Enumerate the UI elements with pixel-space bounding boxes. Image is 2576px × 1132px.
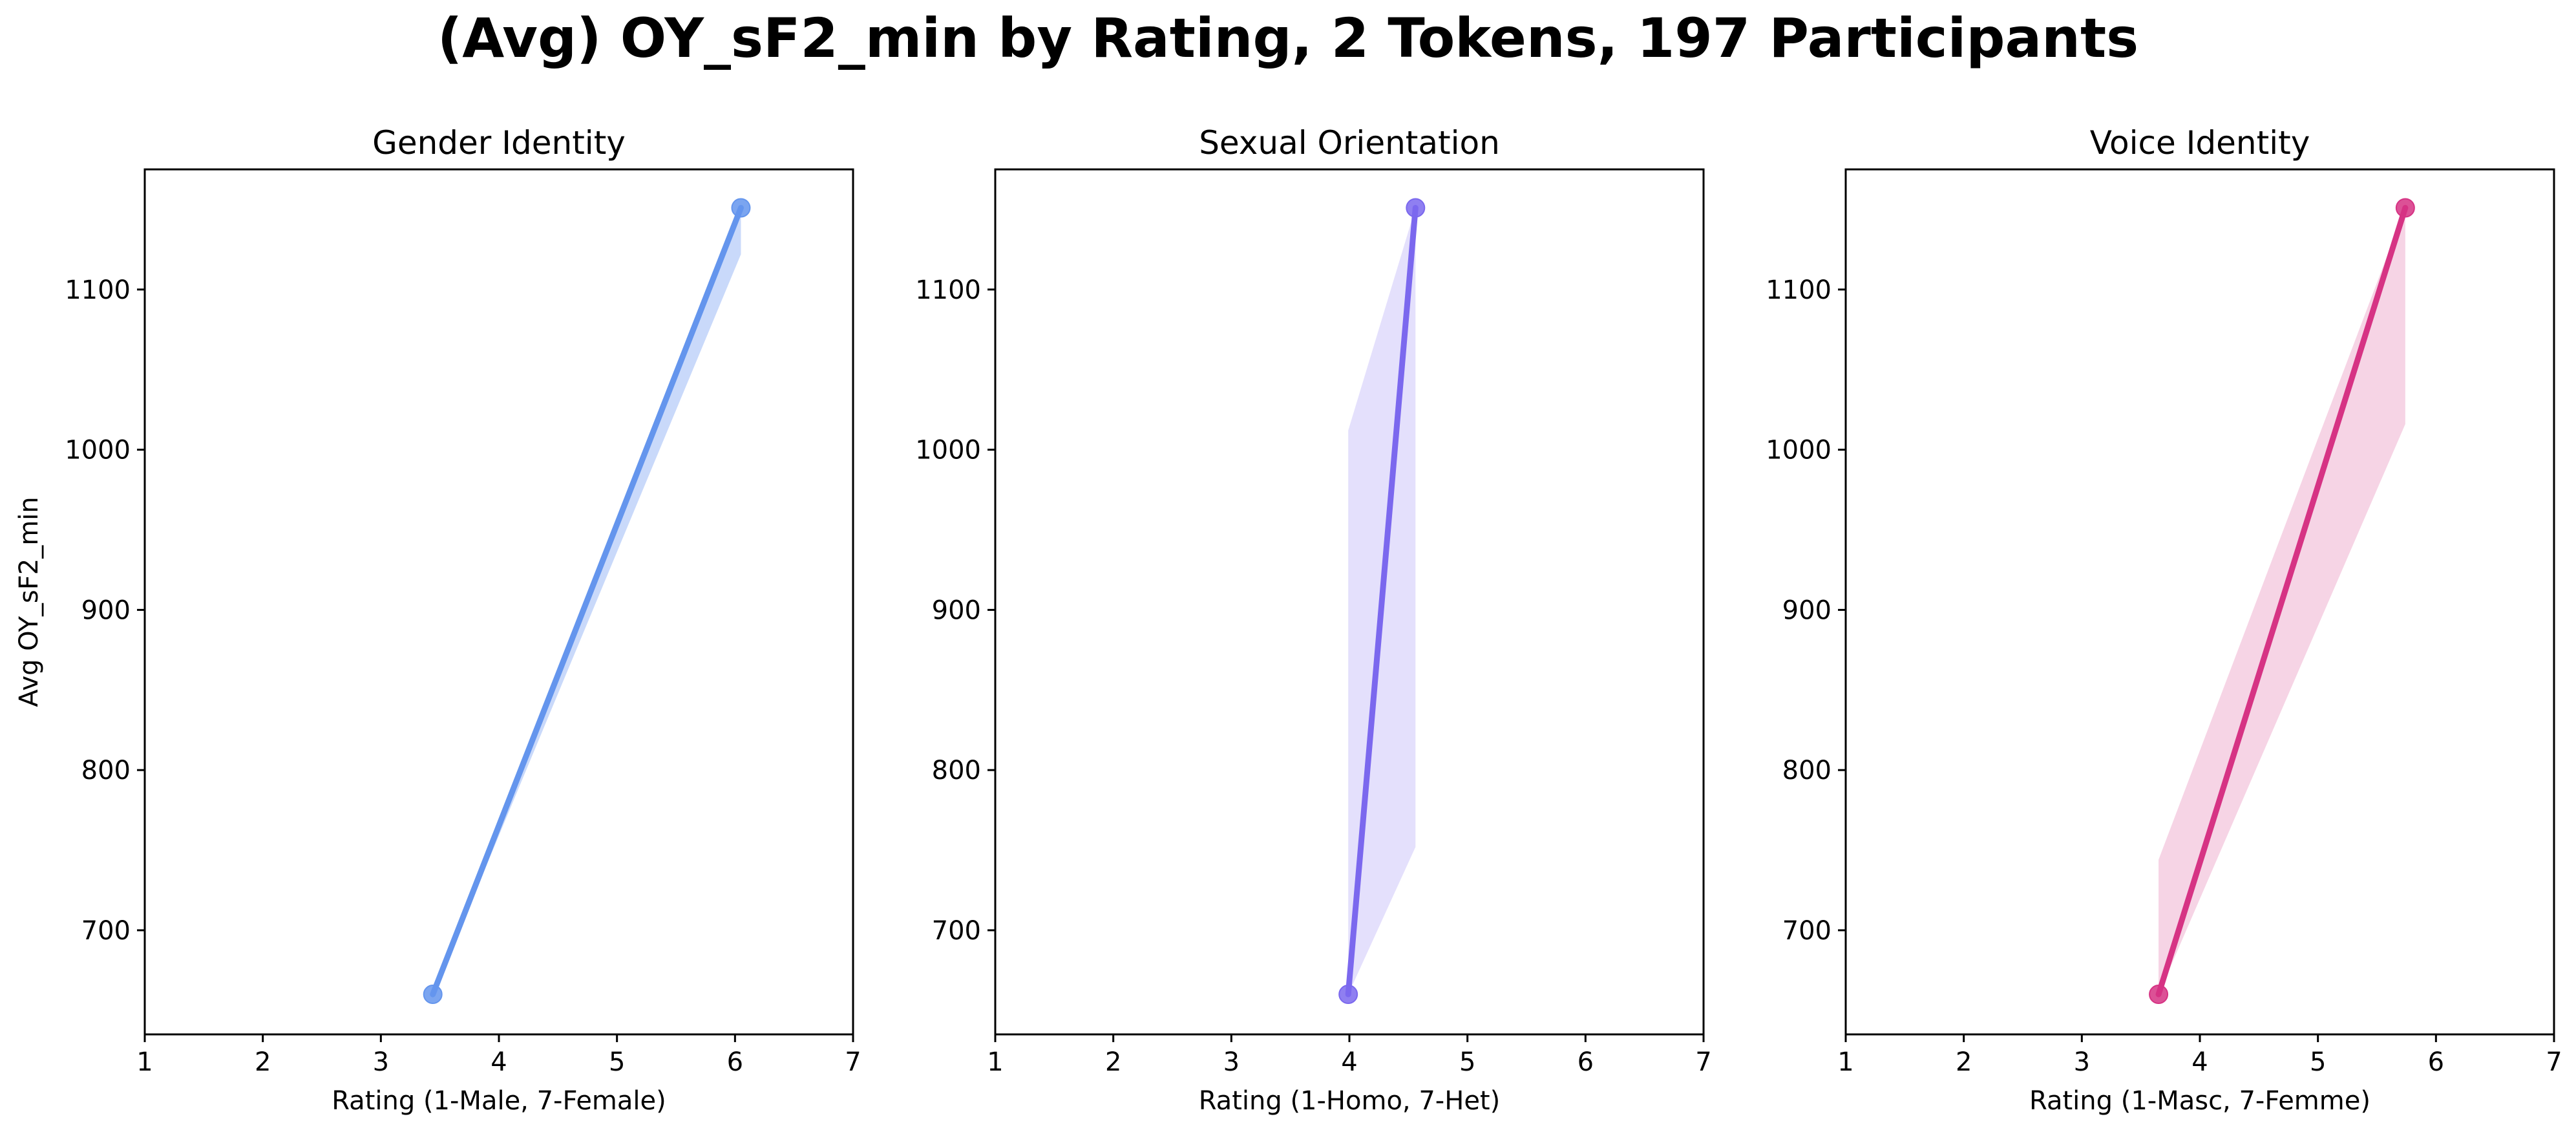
panel-1: 1 2 3 4 5 6 7 700 800 900 1000 1100 Gender Identity R… — [14, 124, 861, 1116]
x-tick-label: 7 — [2546, 1047, 2562, 1077]
x-tick-label: 1 — [987, 1047, 1003, 1077]
panel-title: Gender Identity — [372, 124, 626, 162]
y-tick-label: 700 — [1782, 916, 1832, 946]
x-tick-label: 4 — [491, 1047, 507, 1077]
x-axis-label: Rating (1-Homo, 7-Het) — [1199, 1086, 1500, 1116]
x-tick-label: 1 — [136, 1047, 153, 1077]
data-point — [2395, 198, 2415, 218]
x-tick-label: 3 — [1223, 1047, 1240, 1077]
y-tick-label: 1100 — [915, 275, 981, 305]
x-tick-label: 7 — [1695, 1047, 1711, 1077]
x-axis-label: Rating (1-Masc, 7-Femme) — [2029, 1086, 2370, 1116]
data-point — [423, 985, 443, 1005]
x-tick-label: 6 — [2428, 1047, 2444, 1077]
y-tick-label: 900 — [81, 595, 131, 625]
y-tick-label: 800 — [1782, 756, 1832, 785]
panel-title: Sexual Orientation — [1199, 124, 1500, 162]
x-tick-label: 4 — [1341, 1047, 1357, 1077]
x-tick-label: 4 — [2191, 1047, 2208, 1077]
y-tick-label: 900 — [932, 595, 981, 625]
x-tick-label: 3 — [373, 1047, 389, 1077]
y-tick-label: 700 — [81, 916, 131, 946]
x-tick-label: 5 — [1459, 1047, 1475, 1077]
x-tick-label: 1 — [1837, 1047, 1853, 1077]
y-tick-label: 1000 — [915, 436, 981, 465]
figure-title: (Avg) OY_sF2_min by Rating, 2 Tokens, 19… — [438, 6, 2138, 70]
y-tick-label: 1100 — [65, 275, 131, 305]
axes-frame — [143, 168, 854, 1036]
series-line — [1345, 204, 1419, 998]
y-tick-label: 1100 — [1766, 275, 1832, 305]
x-tick-label: 2 — [1105, 1047, 1121, 1077]
y-tick-label: 700 — [932, 916, 981, 946]
series-line — [430, 204, 744, 998]
x-tick-label: 5 — [2310, 1047, 2326, 1077]
x-tick-label: 2 — [255, 1047, 271, 1077]
data-point — [731, 198, 751, 218]
x-tick-label: 6 — [1578, 1047, 1594, 1077]
x-tick-label: 5 — [609, 1047, 625, 1077]
y-tick-label: 900 — [1782, 595, 1832, 625]
x-tick-label: 7 — [845, 1047, 861, 1077]
series-line — [2155, 204, 2409, 998]
axes-frame — [1844, 168, 2555, 1036]
data-point — [2149, 985, 2169, 1005]
y-tick-label: 1000 — [65, 436, 131, 465]
x-tick-label: 6 — [727, 1047, 743, 1077]
panel-3: 1 2 3 4 5 6 7 700 800 900 1000 1100 Voice Identity Ra… — [1766, 124, 2562, 1116]
y-tick-label: 1000 — [1766, 436, 1832, 465]
x-axis-label: Rating (1-Male, 7-Female) — [332, 1086, 666, 1116]
y-axis-label: Avg OY_sF2_min — [14, 497, 44, 707]
panel-title: Voice Identity — [2090, 124, 2310, 162]
x-tick-label: 3 — [2074, 1047, 2090, 1077]
y-tick-label: 800 — [81, 756, 131, 785]
data-point — [1338, 985, 1358, 1005]
data-point — [1406, 198, 1426, 218]
x-tick-label: 2 — [1956, 1047, 1972, 1077]
panels: 1 2 3 4 5 6 7 700 800 900 1000 1100 Gender Identity R… — [14, 124, 2562, 1116]
y-tick-label: 800 — [932, 756, 981, 785]
panel-2: 1 2 3 4 5 6 7 700 800 900 1000 1100 Sexual Orientati… — [915, 124, 1712, 1116]
